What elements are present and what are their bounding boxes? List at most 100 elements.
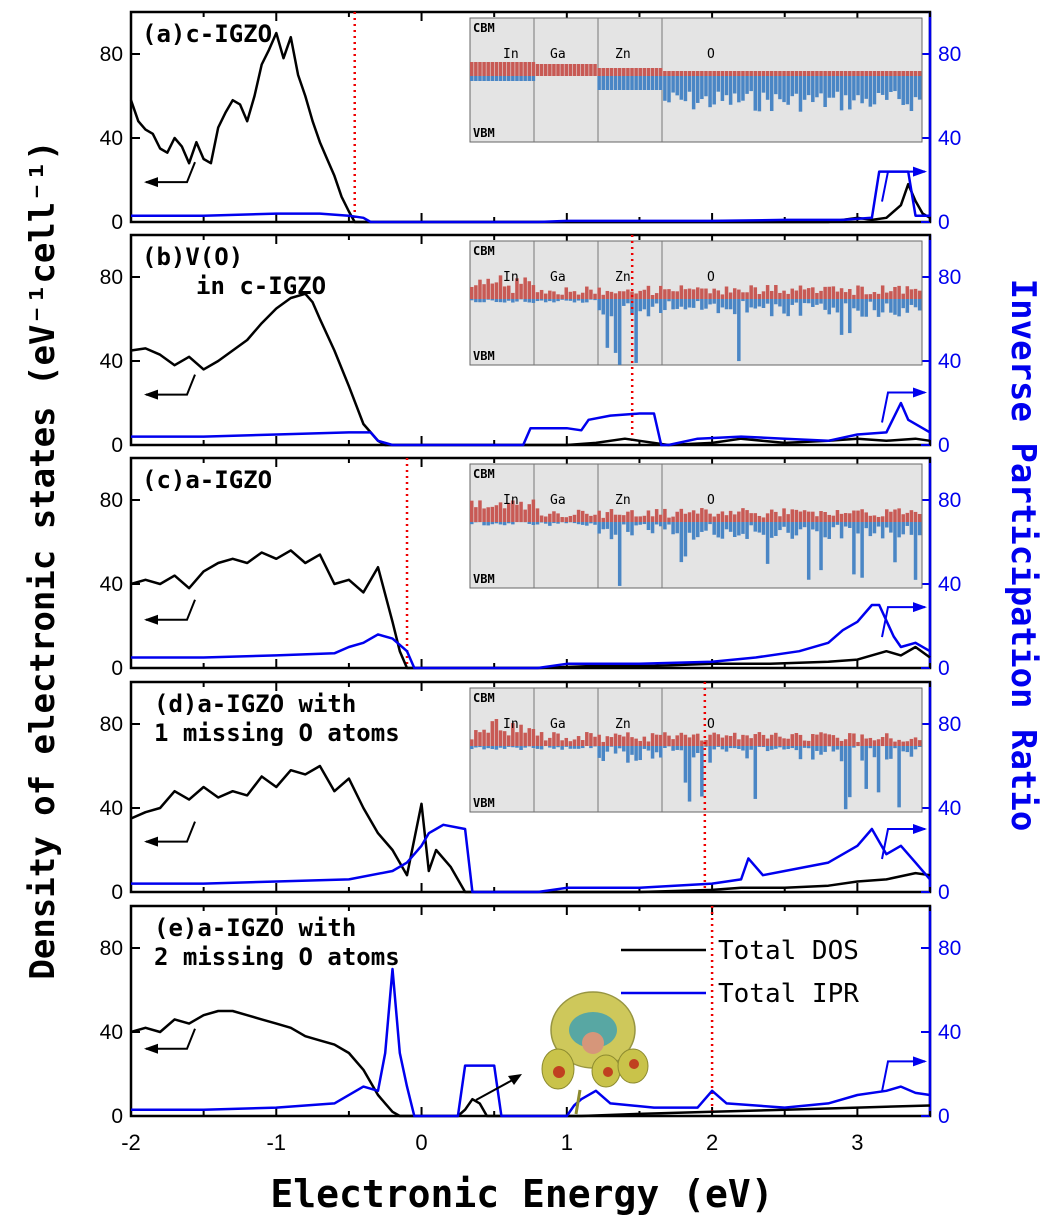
inset-bar-down xyxy=(704,299,708,309)
inset-bar-up xyxy=(856,71,860,76)
inset-bar-up xyxy=(675,512,679,522)
inset-bar-down xyxy=(827,299,831,314)
inset-bar-down xyxy=(651,299,655,307)
inset-bar-down xyxy=(577,522,581,524)
inset-bar-down xyxy=(737,522,741,535)
inset-bar-up xyxy=(667,736,671,746)
inset-bar-down xyxy=(770,522,774,538)
inset-bar-down xyxy=(864,76,868,99)
inset-bar-down xyxy=(511,522,515,524)
inset-bar-down xyxy=(663,299,667,310)
inset-bar-down xyxy=(638,746,642,760)
inset-bar-chart: CBMVBMIn Ga Zn O xyxy=(470,18,922,142)
inset-bar-up xyxy=(889,738,893,746)
inset-bar-up xyxy=(696,71,700,76)
y-right-tick-label: 40 xyxy=(938,573,961,596)
inset-bar-up xyxy=(585,514,589,522)
inset-bar-up xyxy=(667,289,671,299)
inset-bar-down xyxy=(692,299,696,308)
inset-bar-up xyxy=(848,513,852,522)
inset-bar-down xyxy=(844,522,848,527)
inset-bar-down xyxy=(860,522,864,578)
inset-bar-up xyxy=(651,516,655,522)
inset-bar-down xyxy=(618,746,622,748)
inset-bar-up xyxy=(634,293,638,299)
inset-bar-down xyxy=(659,522,663,526)
inset-bar-up xyxy=(791,734,795,746)
inset-bar-up xyxy=(663,732,667,746)
inset-bar-up xyxy=(499,62,503,76)
inset-bar-up xyxy=(873,71,877,76)
inset-bar-up xyxy=(643,290,647,299)
inset-bar-up xyxy=(667,71,671,76)
inset-bar-up xyxy=(470,287,474,299)
inset-bar-up xyxy=(495,282,499,299)
x-tick-label: -1 xyxy=(266,1130,286,1155)
inset-bar-up xyxy=(680,733,684,746)
left-axis-indicator-arrowhead xyxy=(144,615,158,625)
inset-bar-up xyxy=(901,742,905,746)
inset-bar-down xyxy=(754,746,758,799)
inset-bar-up xyxy=(770,735,774,746)
inset-bar-up xyxy=(491,284,495,299)
inset-bar-up xyxy=(692,735,696,746)
inset-bar-up xyxy=(906,71,910,76)
inset-bar-down xyxy=(885,522,889,528)
inset-bar-down xyxy=(860,76,864,103)
inset-bar-down xyxy=(597,522,601,534)
inset-bar-up xyxy=(856,285,860,299)
inset-bar-down xyxy=(482,522,486,525)
inset-bar-up xyxy=(704,509,708,522)
inset-bar-down xyxy=(901,746,905,751)
inset-bar-up xyxy=(717,71,721,76)
inset-bar-up xyxy=(840,288,844,299)
inset-bar-up xyxy=(815,735,819,746)
inset-bar-down xyxy=(819,299,823,304)
inset-bar-up xyxy=(593,515,597,522)
inset-bar-up xyxy=(745,292,749,299)
inset-vbm-label: VBM xyxy=(473,126,495,140)
inset-bar-down xyxy=(659,299,663,313)
inset-bar-down xyxy=(544,299,548,302)
inset-bar-up xyxy=(712,517,716,522)
inset-bar-up xyxy=(741,508,745,522)
inset-bar-up xyxy=(696,287,700,299)
inset-bar-up xyxy=(827,734,831,746)
inset-bar-up xyxy=(610,509,614,522)
inset-bar-down xyxy=(803,746,807,748)
y-left-tick-label: 40 xyxy=(100,573,123,596)
inset-bar-up xyxy=(717,514,721,522)
inset-bar-up xyxy=(704,289,708,299)
inset-bar-up xyxy=(577,295,581,299)
inset-bar-down xyxy=(700,76,704,99)
inset-bar-down xyxy=(848,746,852,797)
inset-bar-down xyxy=(856,522,860,533)
inset-bar-down xyxy=(729,299,733,309)
inset-bar-up xyxy=(774,733,778,746)
inset-bar-up xyxy=(799,512,803,522)
inset-bar-down xyxy=(507,299,511,301)
inset-bar-up xyxy=(684,735,688,746)
right-axis-indicator-arrowhead xyxy=(913,388,927,398)
inset-bar-down xyxy=(881,299,885,312)
inset-bar-down xyxy=(778,746,782,747)
inset-bar-down xyxy=(659,76,663,90)
inset-bar-up xyxy=(638,516,642,522)
inset-bar-up xyxy=(737,739,741,746)
inset-bar-up xyxy=(606,512,610,522)
inset-bar-down xyxy=(844,746,848,809)
inset-bar-down xyxy=(684,522,688,556)
inset-bar-up xyxy=(823,71,827,76)
inset-bar-up xyxy=(499,502,503,522)
inset-bar-up xyxy=(864,294,868,299)
inset-bar-down xyxy=(725,746,729,752)
vacancy-isosurface-illustration xyxy=(476,992,648,1114)
inset-bar-up xyxy=(897,740,901,746)
inset-bar-up xyxy=(651,733,655,746)
inset-bar-up xyxy=(799,735,803,746)
inset-bar-up xyxy=(906,741,910,746)
inset-bar-down xyxy=(786,522,790,533)
inset-bar-up xyxy=(569,741,573,746)
inset-bar-down xyxy=(552,746,556,749)
